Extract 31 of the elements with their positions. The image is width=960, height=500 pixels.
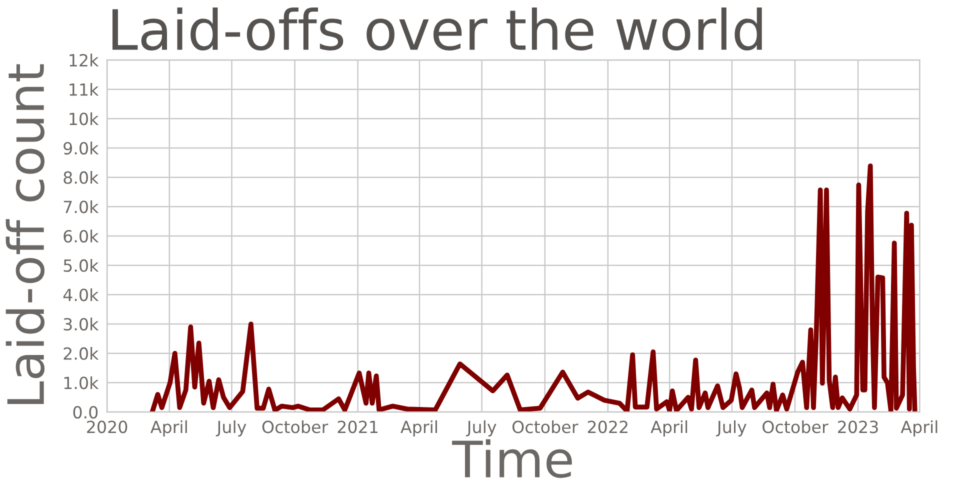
x-tick-label: July <box>716 420 746 436</box>
y-tick-label: 9.0k <box>64 142 99 155</box>
x-tick-label: July <box>216 420 246 436</box>
y-axis-title: Laid-off count <box>6 64 45 404</box>
x-tick-label: October <box>512 420 578 434</box>
x-tick-label: April <box>900 420 938 436</box>
x-tick-label: April <box>150 420 187 436</box>
chart-title: Laid-offs over the world <box>112 8 762 51</box>
y-tick-label: 4.0k <box>63 288 99 302</box>
x-tick-label: 2020 <box>87 420 128 434</box>
y-tick-label: 0.0 <box>73 406 98 419</box>
x-tick-label: 2023 <box>838 420 878 434</box>
y-tick-label: 11k <box>70 83 99 96</box>
y-tick-label: 3.0k <box>64 318 99 331</box>
y-tick-label: 6.0k <box>64 230 99 243</box>
y-tick-label: 8.0k <box>64 171 99 184</box>
x-tick-label: 2022 <box>588 420 628 434</box>
y-tick-label: 7.0k <box>64 200 99 214</box>
y-tick-label: 10k <box>70 112 99 126</box>
line-series <box>150 163 918 412</box>
y-tick-label: 2.0k <box>64 347 99 360</box>
y-tick-label: 12k <box>70 54 99 66</box>
x-tick-label: October <box>762 420 828 434</box>
x-tick-label: 2021 <box>338 420 378 434</box>
x-axis-title: Time <box>452 439 572 478</box>
x-tick-label: October <box>262 420 328 434</box>
x-tick-label: April <box>400 420 437 436</box>
x-tick-label: July <box>466 420 496 436</box>
y-tick-label: 1.0k <box>64 376 99 390</box>
y-tick-label: 5.0k <box>64 259 99 272</box>
x-tick-label: April <box>650 420 688 436</box>
